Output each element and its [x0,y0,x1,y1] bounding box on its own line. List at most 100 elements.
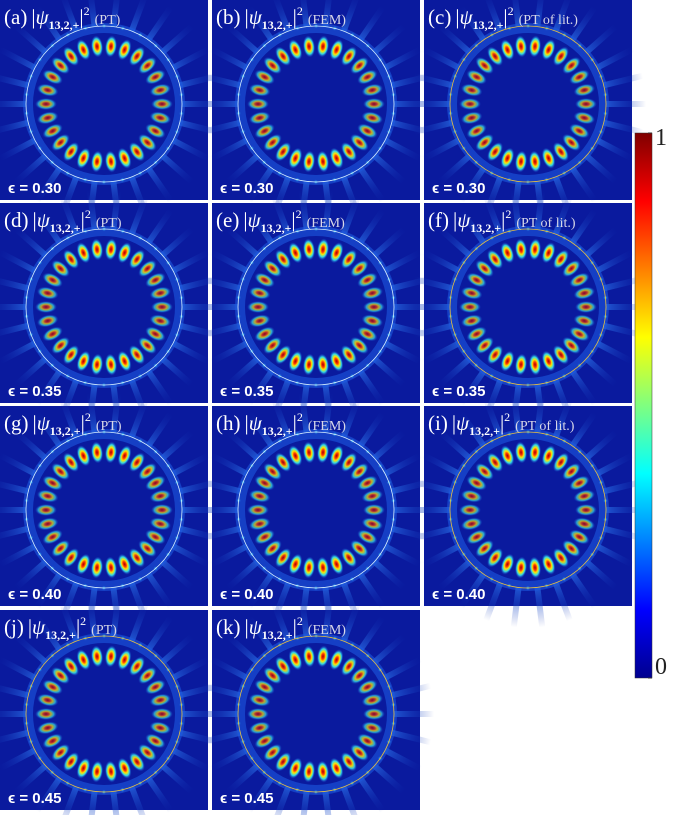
panel-label: (g) [4,411,29,435]
state-power: 2 [85,207,91,221]
state-power: 2 [85,410,91,424]
state-symbol: ψ [248,208,262,232]
epsilon: ϵ = 0.40 [220,586,273,603]
intensity-lobe [247,301,269,313]
ray [394,711,434,717]
state-symbol: ψ [249,5,263,29]
state-power: 2 [84,4,90,18]
intensity-lobe [363,301,385,313]
ray [606,101,646,107]
state-power: 2 [297,4,303,18]
epsilon: ϵ = 0.30 [220,180,273,197]
method: (PT) [95,13,121,28]
state-symbol: ψ [32,615,46,639]
panel-label: (k) [216,615,241,639]
ray [0,304,26,310]
intensity-lobe [151,98,173,110]
figure: (a)|ψ13,2,+|2(PT)ϵ = 0.30(b)|ψ13,2,+|2(F… [0,0,693,815]
state-subscript: 13,2,+ [473,18,504,32]
state-subscript: 13,2,+ [262,628,293,642]
colorbar-tick-label: 0 [655,654,667,680]
state-power: 2 [508,4,514,18]
state-power: 2 [80,614,86,628]
epsilon: ϵ = 0.35 [432,383,485,400]
panel: (i)|ψ13,2,+|2(PT of lit.)ϵ = 0.40 [410,392,646,627]
state-subscript: 13,2,+ [49,18,80,32]
ray [0,711,26,717]
intensity-lobe [151,504,173,516]
panel: (g)|ψ13,2,+|2(PT)ϵ = 0.40 [0,392,222,627]
ray [410,101,450,107]
panel: (d)|ψ13,2,+|2(PT)ϵ = 0.35 [0,189,222,424]
state-subscript: 13,2,+ [50,221,81,235]
state-symbol: ψ [460,5,474,29]
intensity-lobe [363,708,385,720]
epsilon: ϵ = 0.40 [8,586,61,603]
colorbar-tick-label: 1 [655,125,667,151]
intensity-lobe [247,504,269,516]
intensity-lobe [35,98,57,110]
state-symbol: ψ [249,615,263,639]
intensity-lobe [575,504,597,516]
panel-label: (c) [428,5,451,29]
state-symbol: ψ [457,208,471,232]
panel: (f)|ψ13,2,+|2(PT of lit.)ϵ = 0.35 [410,189,646,424]
panel-label: (d) [4,208,29,232]
panel-label: (f) [428,208,449,232]
method: (FEM) [307,216,345,231]
epsilon: ϵ = 0.35 [8,383,61,400]
colorbar [635,133,652,678]
panel-label: (i) [428,411,448,435]
state-subscript: 13,2,+ [469,424,500,438]
panel: (j)|ψ13,2,+|2(PT)ϵ = 0.45 [0,596,222,815]
epsilon: ϵ = 0.45 [220,790,273,807]
state-symbol: ψ [37,411,51,435]
ray [0,507,26,513]
ray [198,101,238,107]
epsilon: ϵ = 0.30 [8,180,61,197]
method: (PT) [96,216,122,231]
ray [198,507,238,513]
state-power: 2 [297,614,303,628]
intensity-lobe [459,504,481,516]
epsilon: ϵ = 0.35 [220,383,273,400]
state-power: 2 [297,410,303,424]
intensity-lobe [35,504,57,516]
epsilon: ϵ = 0.40 [432,586,485,603]
panel: (a)|ψ13,2,+|2(PT)ϵ = 0.30 [0,0,222,222]
intensity-lobe [575,301,597,313]
state-symbol: ψ [37,208,51,232]
state-subscript: 13,2,+ [470,221,501,235]
state-subscript: 13,2,+ [45,628,76,642]
panel: (k)|ψ13,2,+|2(FEM)ϵ = 0.45 [198,596,434,815]
panel-label: (j) [4,615,24,639]
intensity-lobe [363,504,385,516]
method: (PT of lit.) [516,216,576,231]
panel-label: (e) [216,208,239,232]
intensity-lobe [151,708,173,720]
intensity-lobe [575,98,597,110]
method: (PT) [96,419,122,434]
state-subscript: 13,2,+ [50,424,81,438]
state-subscript: 13,2,+ [262,424,293,438]
epsilon: ϵ = 0.45 [8,790,61,807]
intensity-lobe [35,301,57,313]
intensity-lobe [35,708,57,720]
intensity-lobe [247,98,269,110]
intensity-lobe [459,98,481,110]
panel: (h)|ψ13,2,+|2(FEM)ϵ = 0.40 [198,392,434,627]
intensity-lobe [247,708,269,720]
state-power: 2 [505,207,511,221]
page: (a)|ψ13,2,+|2(PT)ϵ = 0.30(b)|ψ13,2,+|2(F… [0,0,693,815]
state-power: 2 [296,207,302,221]
intensity-lobe [459,301,481,313]
method: (FEM) [308,13,346,28]
panel: (e)|ψ13,2,+|2(FEM)ϵ = 0.35 [198,189,434,424]
panel: (c)|ψ13,2,+|2(PT of lit.)ϵ = 0.30 [410,0,646,222]
ray [0,101,26,107]
panel-label: (h) [216,411,241,435]
method: (PT of lit.) [515,419,575,434]
state-subscript: 13,2,+ [262,18,293,32]
panel-label: (b) [216,5,241,29]
method: (FEM) [308,623,346,638]
